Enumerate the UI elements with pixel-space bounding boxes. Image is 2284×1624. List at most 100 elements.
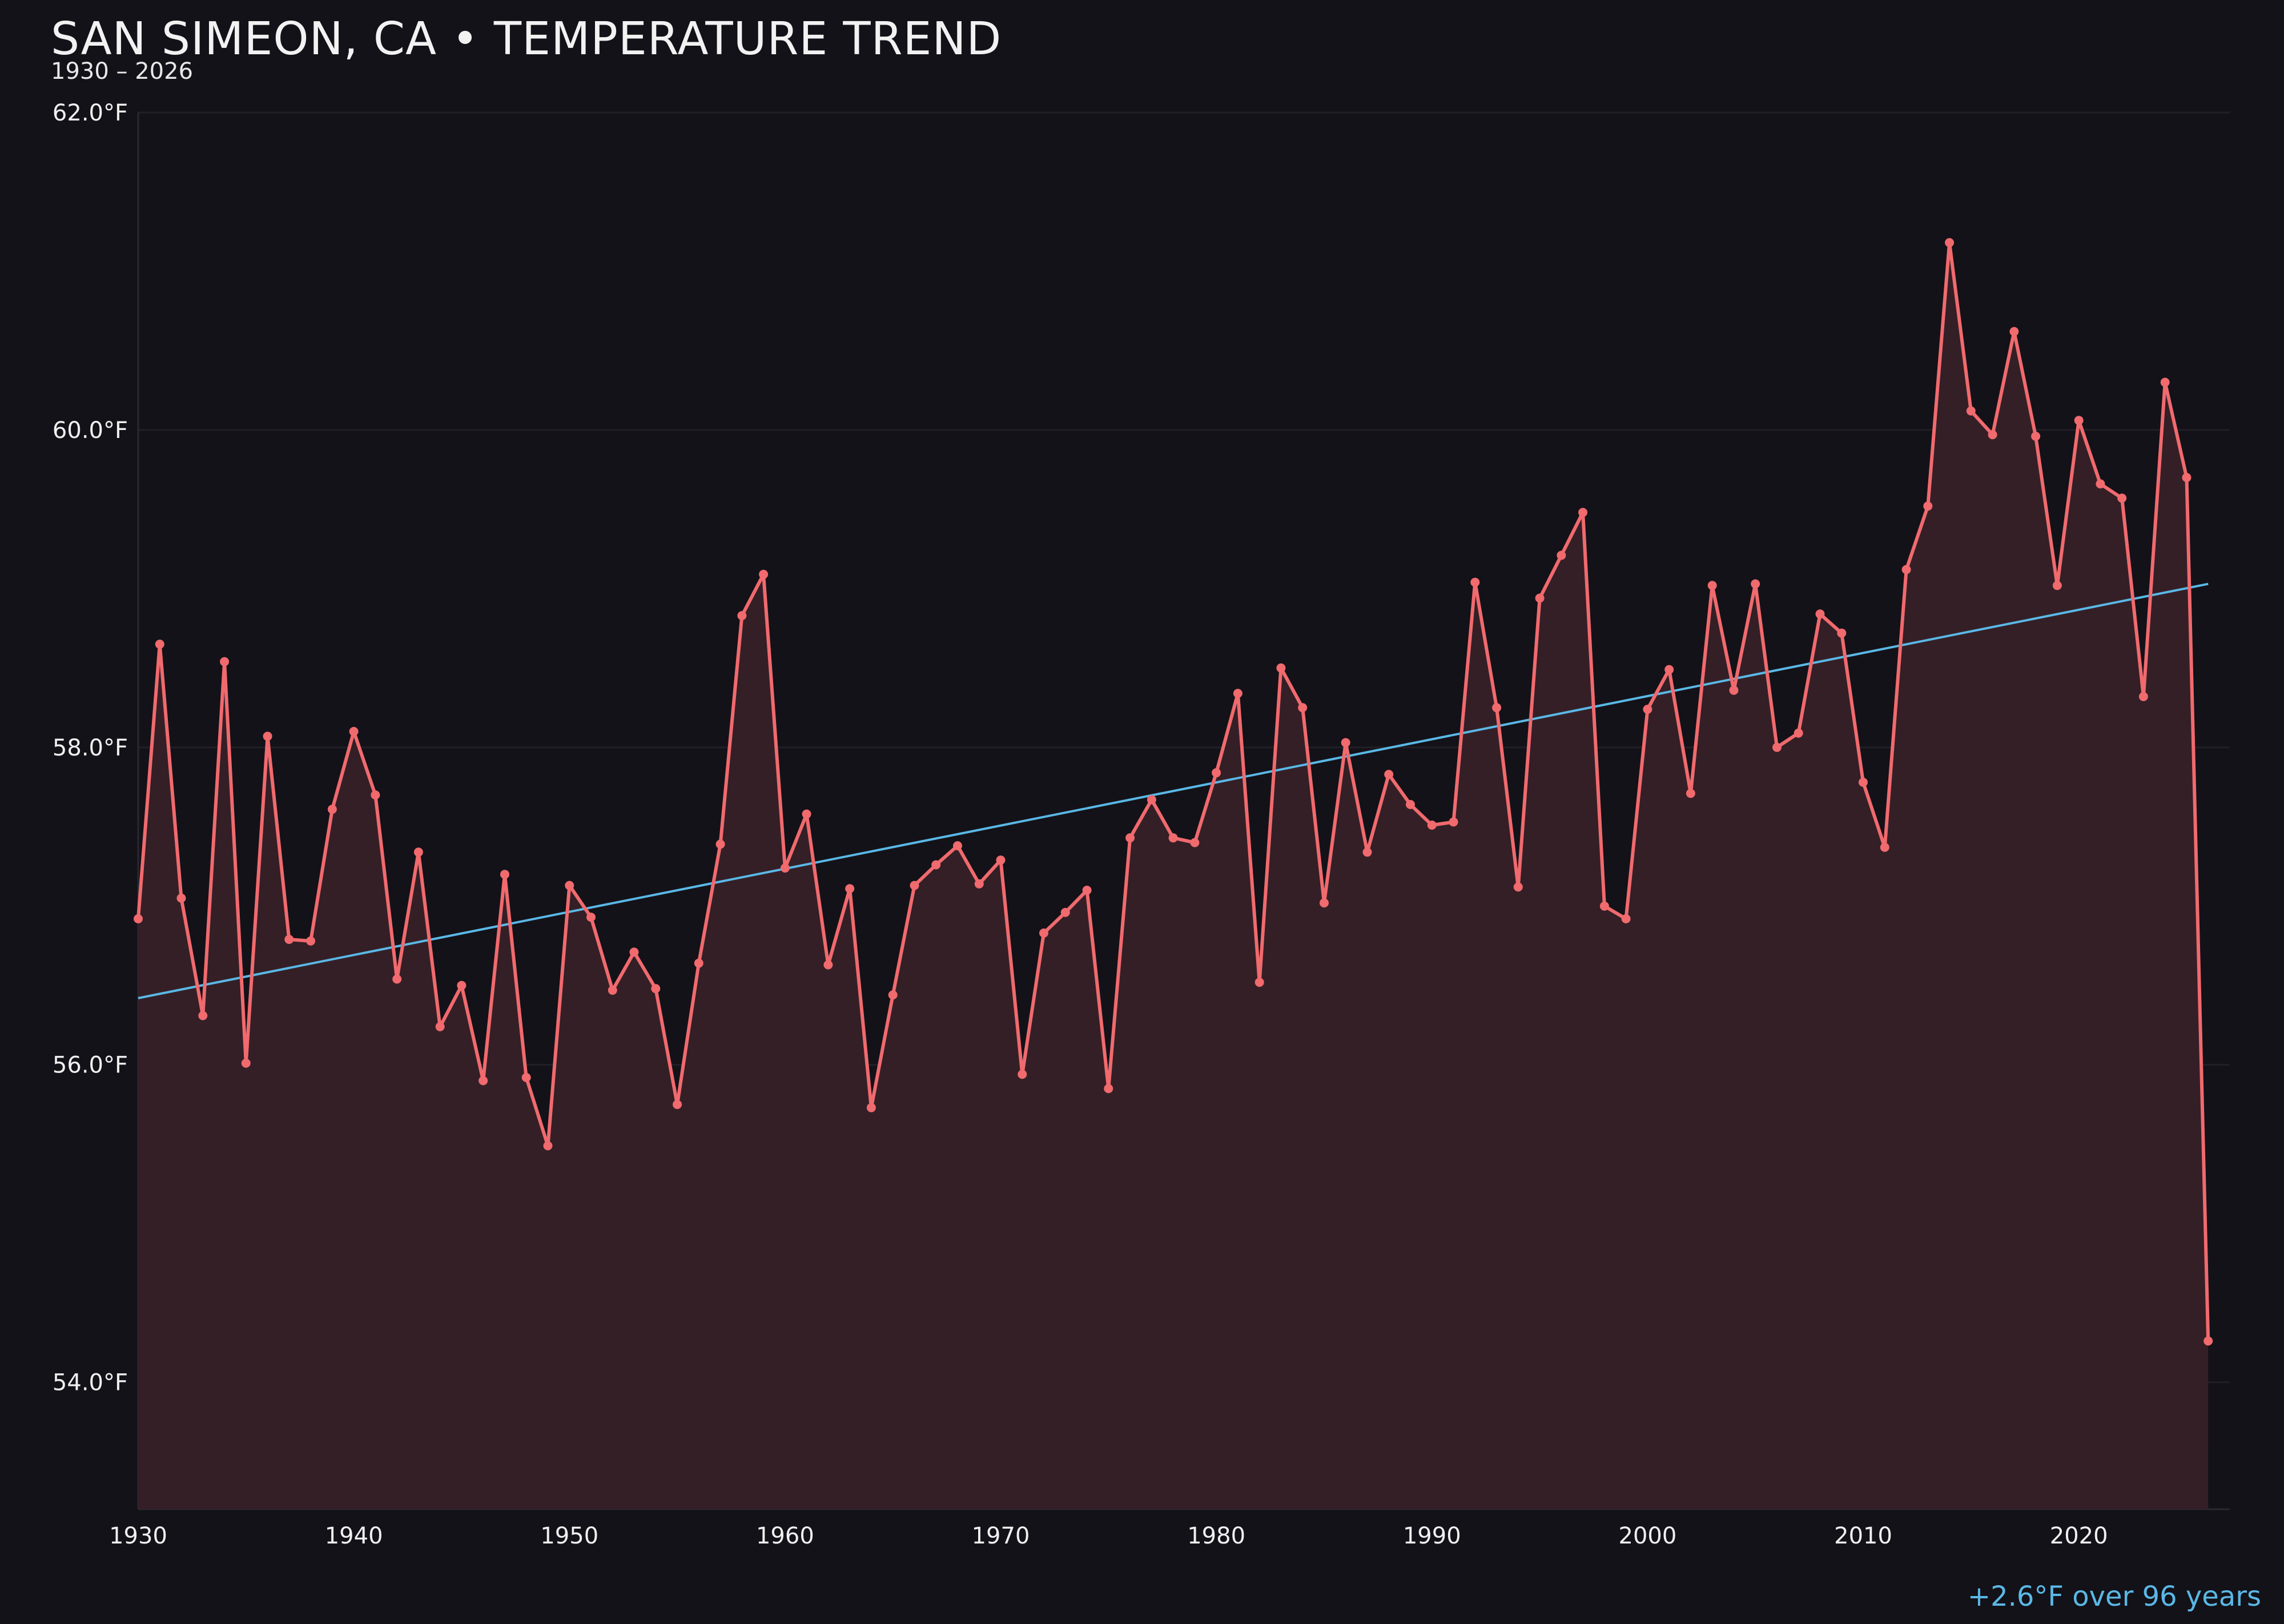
data-point: [435, 1022, 445, 1031]
data-point: [155, 640, 164, 649]
chart-title: SAN SIMEON, CA • TEMPERATURE TREND: [51, 13, 1002, 65]
data-point: [1966, 406, 1976, 416]
data-point: [1406, 799, 1415, 809]
data-point: [608, 986, 617, 995]
data-point: [1320, 898, 1329, 908]
data-point: [1686, 789, 1695, 798]
data-point: [478, 1076, 488, 1086]
data-point: [1988, 430, 1997, 440]
data-point: [1859, 778, 1868, 787]
data-point: [2009, 327, 2019, 336]
data-point: [953, 841, 962, 851]
data-point: [176, 893, 186, 903]
data-point: [1362, 847, 1372, 857]
trend-line: [138, 582, 2209, 999]
data-point: [134, 914, 143, 923]
x-tick-label: 2010: [1834, 1523, 1892, 1549]
data-point: [284, 935, 294, 944]
data-point: [1254, 978, 1264, 987]
chart-subtitle: 1930 – 2026: [51, 58, 194, 85]
data-point: [845, 884, 855, 894]
data-point: [543, 1141, 553, 1151]
y-tick-label: 56.0°F: [53, 1052, 128, 1079]
data-point: [2160, 377, 2170, 387]
data-point: [1341, 738, 1350, 747]
data-point: [1901, 565, 1911, 574]
data-point: [1513, 882, 1523, 892]
data-point: [1276, 663, 1286, 673]
data-point: [413, 847, 423, 857]
data-point: [1104, 1084, 1113, 1094]
data-point: [1384, 770, 1394, 779]
data-point: [1945, 238, 1955, 247]
x-tick-label: 2000: [1619, 1523, 1677, 1549]
data-point: [241, 1058, 251, 1068]
data-point: [521, 1073, 531, 1082]
data-point: [780, 863, 790, 873]
data-point: [1470, 577, 1480, 587]
x-tick-label: 1930: [109, 1523, 167, 1549]
data-point: [1643, 705, 1652, 714]
data-point: [1018, 1070, 1027, 1079]
data-point: [629, 947, 639, 957]
data-point: [910, 881, 919, 890]
y-tick-label: 62.0°F: [53, 100, 128, 126]
data-point: [371, 790, 380, 800]
data-point: [802, 809, 811, 819]
data-point: [1212, 768, 1221, 778]
data-point: [349, 727, 359, 736]
data-point: [306, 936, 316, 946]
data-point: [866, 1103, 876, 1112]
data-point: [1794, 728, 1803, 738]
y-tick-label: 54.0°F: [53, 1370, 128, 1396]
data-point: [1751, 579, 1760, 589]
data-point: [2052, 581, 2062, 590]
x-tick-label: 1940: [325, 1523, 383, 1549]
data-point: [1233, 689, 1242, 698]
data-point: [1125, 833, 1135, 843]
trend-annotation: +2.6°F over 96 years: [1967, 1581, 2261, 1613]
data-point: [1535, 593, 1545, 603]
data-point: [974, 879, 984, 889]
x-tick-label: 1970: [972, 1523, 1030, 1549]
data-point: [1298, 703, 1308, 713]
data-point: [457, 980, 467, 990]
data-points: [134, 238, 2213, 1346]
data-point: [673, 1100, 682, 1110]
data-point: [759, 569, 769, 579]
data-point: [220, 657, 230, 666]
data-point: [2074, 416, 2084, 425]
data-point: [1039, 928, 1048, 938]
data-point: [715, 839, 725, 849]
data-point: [2182, 473, 2191, 483]
data-point: [1707, 581, 1717, 590]
y-tick-label: 58.0°F: [53, 735, 128, 761]
data-point: [586, 913, 596, 922]
x-tick-label: 1950: [540, 1523, 598, 1549]
data-point: [1190, 838, 1200, 847]
data-point: [823, 960, 833, 970]
data-point: [1772, 742, 1782, 752]
data-point: [1578, 508, 1588, 517]
data-point: [1664, 665, 1674, 674]
data-point: [651, 984, 661, 994]
data-point: [1168, 833, 1178, 843]
data-point: [2117, 493, 2127, 503]
data-point: [694, 958, 703, 968]
data-point: [2031, 432, 2041, 441]
x-tick-label: 1990: [1403, 1523, 1461, 1549]
data-point: [1427, 821, 1437, 830]
data-point: [888, 990, 898, 1000]
y-axis-tick-labels: 54.0°F 56.0°F 58.0°F 60.0°F 62.0°F: [53, 100, 128, 1396]
x-tick-label: 1960: [756, 1523, 814, 1549]
data-point: [1880, 842, 1889, 852]
data-point: [198, 1011, 208, 1020]
data-point: [2138, 692, 2148, 701]
data-point: [1060, 907, 1070, 917]
data-point: [2203, 1336, 2213, 1346]
data-point: [565, 881, 574, 890]
data-point: [996, 855, 1006, 865]
data-point: [931, 860, 941, 870]
data-point: [1147, 795, 1156, 805]
